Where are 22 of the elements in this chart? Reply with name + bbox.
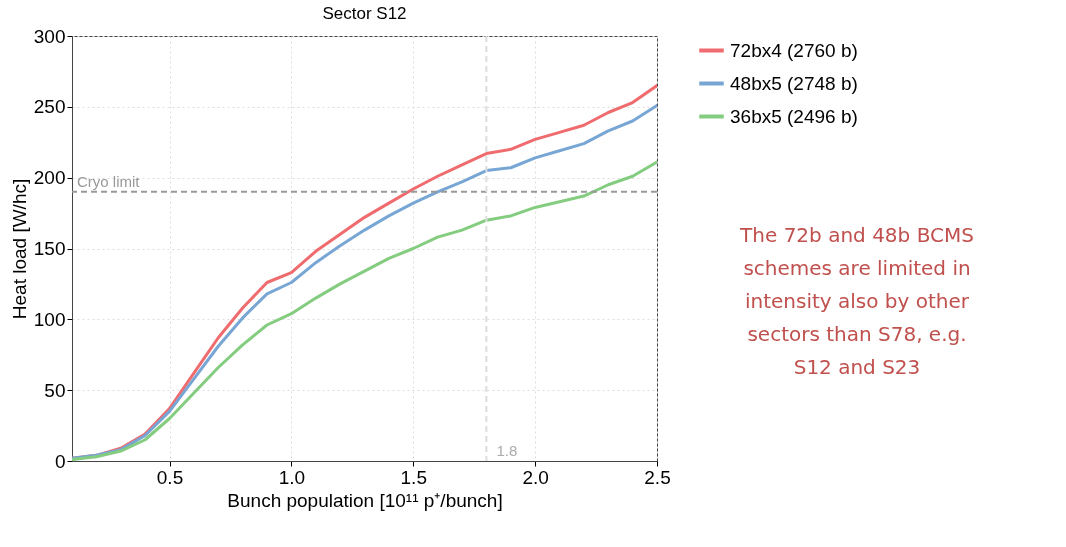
line-series (72, 160, 657, 461)
ref-line-label: Cryo limit (77, 172, 141, 190)
x-tick-label: 1.5 (400, 466, 427, 488)
legend-label: 48bx5 (2748 b) (730, 72, 858, 94)
y-tick-label: 50 (44, 379, 66, 401)
y-tick-label: 250 (33, 96, 66, 118)
y-tick-label: 0 (54, 450, 66, 472)
y-axis-title: Heat load [W/hc] (8, 178, 30, 320)
x-tick-label: 2.5 (644, 466, 671, 488)
x-tick-label: 2.0 (522, 466, 549, 488)
y-tick-label: 150 (33, 238, 66, 259)
y-tick-label: 100 (33, 308, 66, 330)
x-tick-label: 0.5 (156, 466, 184, 488)
legend-label: 36bx5 (2496 b) (730, 105, 858, 127)
legend-label: 72bx4 (2760 b) (730, 39, 858, 61)
y-tick-label: 300 (33, 25, 66, 47)
x-axis-title: Bunch population [10¹¹ p⁺/bunch] (227, 489, 503, 511)
chart-title: Sector S12 (322, 4, 407, 23)
text: The 72b and 48b BCMS schemes are limited in intensity also by other sectors than S78, e.g. S12 and S23 (739, 223, 974, 379)
y-tick-label: 200 (33, 167, 66, 189)
x-tick-label: 1.0 (278, 466, 306, 488)
ref-line-label: 1.8 (496, 442, 518, 459)
